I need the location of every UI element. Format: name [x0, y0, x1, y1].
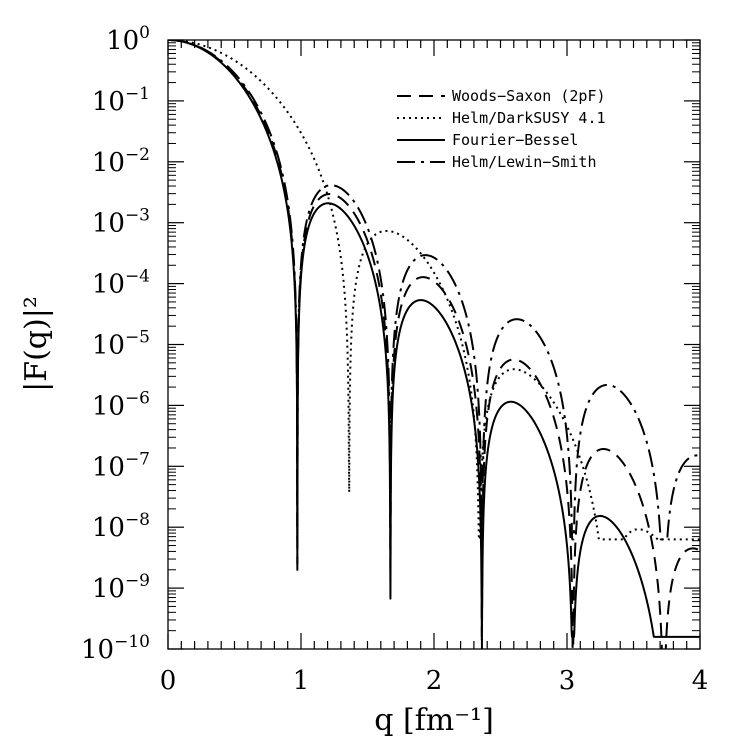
y-tick-label: 10−5 [92, 328, 150, 361]
legend-label-2: Helm/DarkSUSY 4.1 [452, 109, 606, 127]
x-tick-labels: 0 1 2 3 4 [160, 666, 709, 696]
y-tick-label: 100 [106, 23, 150, 56]
x-tick-label: 1 [293, 666, 310, 696]
y-tick-label: 10−2 [92, 145, 150, 178]
y-tick-label: 10−7 [92, 449, 150, 482]
series-curve-1 [168, 40, 700, 649]
y-tick-label: 10−3 [92, 206, 150, 239]
y-tick-label: 10−8 [92, 510, 150, 543]
axis-ticks [167, 39, 701, 650]
series-curve-2 [168, 40, 700, 541]
legend-label-4: Helm/Lewin−Smith [452, 153, 597, 171]
y-tick-label: 10−10 [81, 632, 150, 665]
x-axis-label: q [fm⁻¹] [374, 703, 494, 738]
series-curve-4 [168, 40, 700, 541]
x-tick-label: 2 [426, 666, 443, 696]
legend-label-1: Woods−Saxon (2pF) [452, 87, 606, 105]
series-curves [168, 40, 700, 649]
plot-frame [167, 39, 701, 650]
y-tick-label: 10−6 [92, 388, 150, 421]
series-curve-3 [168, 40, 700, 638]
y-axis-label: |F(q)|² [19, 296, 54, 392]
x-tick-label: 3 [559, 666, 576, 696]
y-tick-label: 10−9 [92, 571, 150, 604]
legend-label-3: Fourier−Bessel [452, 131, 578, 149]
x-tick-label: 0 [160, 666, 177, 696]
legend: Woods−Saxon (2pF) Helm/DarkSUSY 4.1 Fourie… [397, 87, 606, 171]
x-tick-label: 4 [692, 666, 709, 696]
y-tick-labels: 100 10−1 10−2 10−3 10−4 10−5 10−6 10−7 10−8 10−9 1… [81, 23, 150, 665]
y-tick-label: 10−1 [92, 84, 150, 117]
y-tick-label: 10−4 [92, 267, 150, 300]
